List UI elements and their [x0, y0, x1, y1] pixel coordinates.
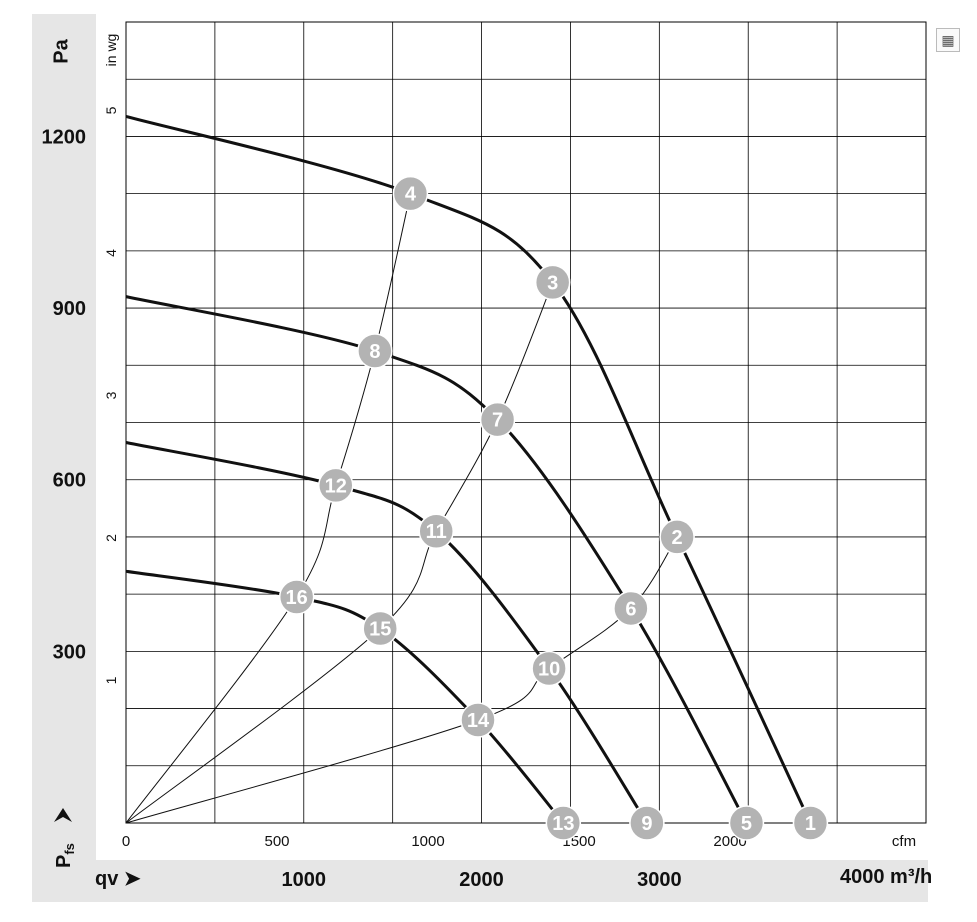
expand-icon[interactable]: ▦ — [936, 28, 960, 52]
x-m3h-tick-label: 3000 — [637, 869, 682, 891]
operating-point-label: 15 — [369, 618, 391, 640]
y-right-tick-label: 1 — [103, 676, 119, 684]
x-m3h-tick-label: 1000 — [282, 869, 327, 891]
operating-point-marker — [531, 650, 567, 687]
operating-point-label: 16 — [286, 587, 308, 609]
operating-point-label: 4 — [405, 184, 417, 206]
operating-point-label: 11 — [426, 521, 447, 543]
y-left-tick-label: 300 — [53, 641, 86, 663]
y-left-tick-label: 600 — [53, 470, 86, 492]
operating-point-marker — [613, 590, 649, 627]
x-cfm-tick-label: 0 — [122, 833, 130, 850]
operating-point-marker — [278, 579, 315, 615]
operating-point-label: 7 — [492, 410, 503, 432]
x-axis-band — [32, 860, 928, 902]
operating-point-marker — [629, 805, 665, 841]
y-axis-label: Pfs — [53, 843, 77, 868]
x-cfm-tick-label: 500 — [265, 833, 290, 850]
y-left-tick-label: 1200 — [42, 126, 87, 148]
operating-point-label: 14 — [467, 710, 490, 732]
y-axis-arrow-icon — [54, 808, 72, 822]
operating-point-label: 1 — [805, 813, 816, 835]
operating-point-label: 5 — [741, 813, 752, 835]
operating-point-label: 9 — [641, 813, 652, 835]
y-left-tick-label: 900 — [53, 298, 86, 320]
operating-point-label: 3 — [547, 272, 558, 294]
y-right-tick-label: 4 — [103, 249, 119, 257]
operating-point-label: 6 — [625, 598, 636, 620]
operating-point-marker — [392, 175, 429, 212]
operating-point-label: 10 — [538, 659, 560, 681]
operating-point-marker — [460, 702, 496, 738]
operating-point-marker — [792, 805, 829, 841]
operating-point-marker — [659, 519, 695, 555]
y-right-tick-label: 3 — [103, 391, 119, 399]
y-right-tick-label: 5 — [103, 106, 119, 114]
operating-point-marker — [479, 401, 516, 438]
y-axis-band — [32, 14, 96, 860]
operating-point-marker — [357, 333, 393, 369]
x-bottom-unit-label: 4000 m³/h — [840, 866, 933, 888]
y-right-unit-label: in wg — [103, 34, 119, 67]
y-right-tick-label: 2 — [103, 534, 119, 542]
operating-point-marker — [534, 264, 571, 301]
operating-point-marker — [545, 805, 582, 841]
operating-point-label: 2 — [672, 527, 683, 549]
operating-point-marker — [728, 805, 765, 841]
x-cfm-tick-label: 1000 — [411, 833, 444, 850]
operating-point-label: 13 — [552, 813, 574, 835]
operating-point-marker — [318, 467, 354, 504]
operating-point-label: 8 — [369, 341, 380, 363]
x-cfm-unit-label: cfm — [892, 833, 916, 850]
operating-point-marker — [418, 513, 454, 549]
x-m3h-tick-label: 2000 — [459, 869, 504, 891]
operating-point-label: 12 — [325, 475, 347, 497]
x-axis-label: qv ➤ — [95, 868, 141, 890]
operating-point-marker — [362, 610, 398, 647]
